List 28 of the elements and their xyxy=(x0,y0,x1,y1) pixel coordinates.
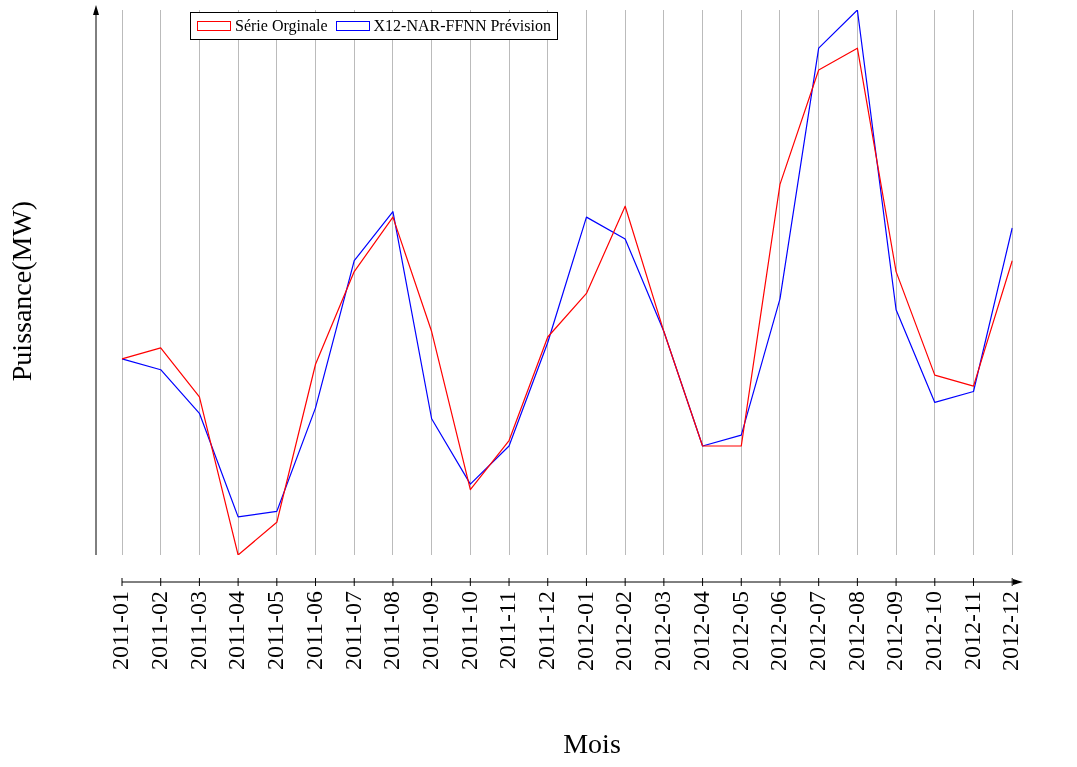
x-tick-label: 2011-09 xyxy=(416,591,443,671)
x-tick-label: 2012-06 xyxy=(765,591,792,672)
legend-label: Série Orginale xyxy=(235,17,328,35)
legend-label: X12-NAR-FFNN Prévision xyxy=(373,17,551,35)
y-axis-title: Puissance(MW) xyxy=(6,200,38,381)
x-tick-label: 2011-08 xyxy=(378,591,405,671)
x-tick-label: 2011-01 xyxy=(107,591,134,671)
x-tick-label: 2011-02 xyxy=(146,591,172,671)
x-tick-label: 2012-10 xyxy=(920,591,947,672)
x-tick-label: 2011-10 xyxy=(455,591,482,671)
x-axis-title: Mois xyxy=(562,728,622,760)
x-tick-label: 2011-04 xyxy=(223,591,250,671)
x-tick-label: 2012-03 xyxy=(649,591,676,672)
x-tick-label: 2011-05 xyxy=(262,591,289,671)
x-tick-label: 2012-01 xyxy=(571,591,598,672)
x-tick-label: 2012-09 xyxy=(881,591,908,672)
x-tick-label: 2012-02 xyxy=(610,591,637,672)
x-tick-label: 2011-07 xyxy=(339,591,366,671)
x-tick-label: 2012-08 xyxy=(842,591,869,672)
x-tick-label: 2012-07 xyxy=(803,591,830,672)
x-tick-label: 2011-11 xyxy=(494,591,521,670)
x-tick-label: 2012-05 xyxy=(726,591,753,672)
x-tick-label: 2012-04 xyxy=(687,591,714,672)
x-tick-label: 2011-06 xyxy=(300,591,327,671)
x-tick-label: 2012-12 xyxy=(997,591,1024,672)
x-tick-label: 2011-03 xyxy=(184,591,211,671)
x-tick-label: 2011-12 xyxy=(533,591,560,671)
x-tick-label: 2012-11 xyxy=(958,591,985,671)
